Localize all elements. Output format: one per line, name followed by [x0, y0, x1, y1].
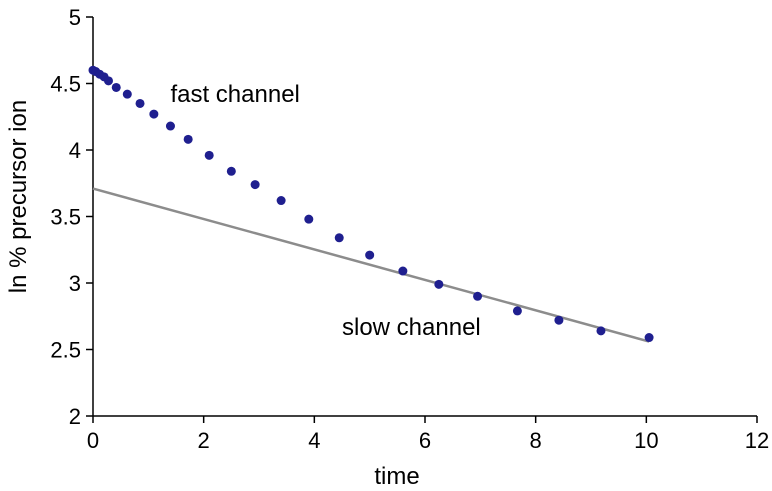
y-ticks: 2 2.5 3 3.5 4 4.5 5	[50, 5, 93, 429]
data-point	[596, 326, 606, 336]
data-point	[183, 134, 193, 144]
x-axis-title: time	[374, 463, 419, 490]
data-point	[149, 109, 159, 119]
y-tick-label: 3.5	[50, 205, 81, 230]
x-ticks: 0 2 4 6 8 10 12	[87, 416, 769, 453]
data-point	[334, 233, 344, 243]
slow-channel-line-group	[92, 187, 650, 343]
slow-channel-line	[92, 187, 650, 343]
y-tick-label: 2	[69, 404, 81, 429]
data-point	[111, 82, 121, 92]
data-point	[554, 315, 564, 325]
y-tick-label: 2.5	[50, 338, 81, 363]
x-tick-label: 4	[308, 428, 320, 453]
y-axis-title: ln % precursor ion	[5, 100, 32, 293]
data-point	[204, 150, 214, 160]
data-point	[103, 76, 113, 86]
x-tick-label: 2	[198, 428, 210, 453]
data-point	[226, 166, 236, 176]
annotation-label: slow channel	[342, 314, 481, 341]
x-tick-label: 6	[419, 428, 431, 453]
x-tick-label: 10	[634, 428, 658, 453]
data-point	[434, 279, 444, 289]
x-tick-label: 0	[87, 428, 99, 453]
data-points-group	[88, 65, 654, 343]
annotations-group: fast channel slow channel	[170, 81, 480, 341]
data-point	[304, 214, 314, 224]
data-point	[276, 196, 286, 206]
annotation-label: fast channel	[170, 81, 299, 108]
x-tick-label: 8	[530, 428, 542, 453]
data-point	[473, 291, 483, 301]
data-point	[398, 266, 408, 276]
data-point	[165, 121, 175, 131]
plot-area: 22.533.544.55 0 2 4 6 8 10 12 fast channelslow…	[50, 5, 769, 453]
y-tick-label: 3	[69, 271, 81, 296]
y-tick-label: 4.5	[50, 72, 81, 97]
data-point	[512, 306, 522, 316]
data-point	[365, 250, 375, 260]
data-point	[250, 180, 260, 190]
data-point	[135, 98, 145, 108]
data-point	[644, 333, 654, 343]
y-tick-label: 4	[69, 138, 81, 163]
data-point	[122, 89, 132, 99]
y-tick-label: 5	[69, 5, 81, 30]
x-tick-label: 12	[745, 428, 769, 453]
